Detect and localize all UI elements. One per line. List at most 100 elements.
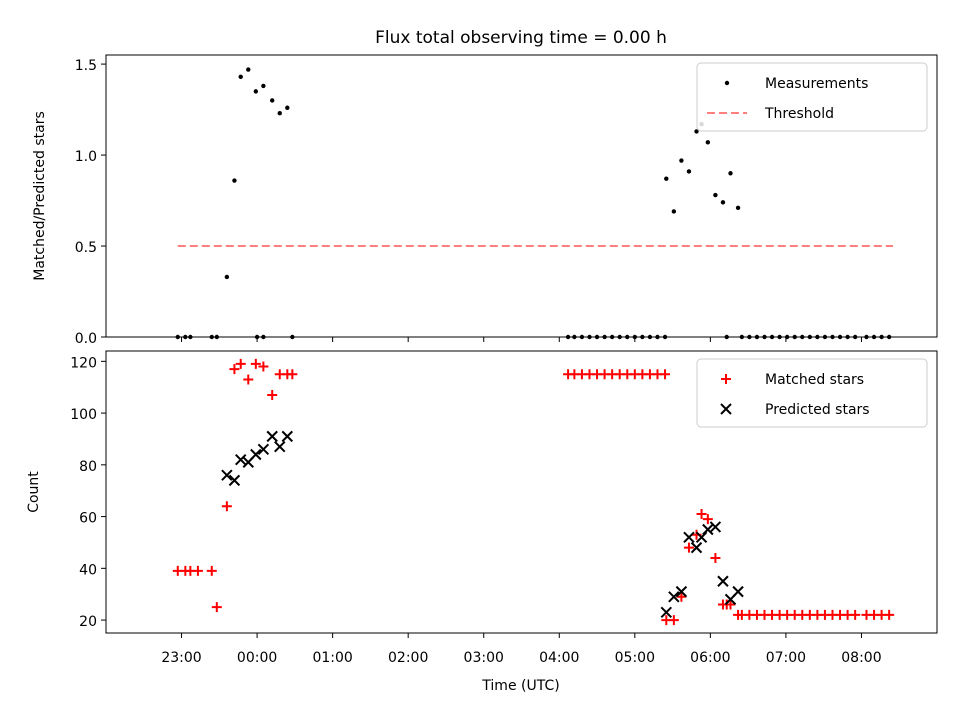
predicted-stars-point xyxy=(250,448,262,461)
predicted-stars-point xyxy=(660,606,673,619)
measurements-point xyxy=(679,158,684,163)
ratio-y-axis: 0.0 0.5 1.0 1.5 xyxy=(75,58,106,347)
predicted-stars-point xyxy=(702,523,714,536)
x-tick-label: 03:00 xyxy=(464,650,504,666)
measurements-point xyxy=(277,111,282,116)
ratio-x-axis xyxy=(181,337,862,342)
measurements-point xyxy=(238,74,243,80)
panel-counts: 20 40 60 80 100 120 23:00 00:00 01:00 02:00 03:00… xyxy=(26,350,938,666)
legend-box xyxy=(696,62,928,132)
legend-box xyxy=(696,358,928,428)
predicted-stars-point xyxy=(668,591,680,603)
y-tick-label: 40 xyxy=(79,562,97,578)
measurements-point xyxy=(270,98,275,103)
matched-stars-point xyxy=(221,501,232,512)
x-tick-label: 04:00 xyxy=(539,650,579,666)
y-tick-label: 80 xyxy=(79,459,97,475)
matched-stars-point xyxy=(696,508,707,519)
legend-label-predicted-stars: Predicted stars xyxy=(765,402,870,418)
y-tick-label: 0.5 xyxy=(75,240,97,256)
matched-stars-point xyxy=(884,609,895,620)
measurements-point xyxy=(232,178,237,183)
matched-stars-point xyxy=(235,358,246,369)
counts-plot-frame xyxy=(105,350,938,634)
y-tick-label: 1.0 xyxy=(75,149,97,165)
measurements-point xyxy=(261,83,266,89)
panel-ratio: 0.0 0.5 1.0 1.5 Matched/Predicted stars Mea… xyxy=(32,54,938,347)
matched-stars-point xyxy=(211,602,222,613)
matched-stars-point xyxy=(850,609,861,620)
y-tick-label: 120 xyxy=(70,355,97,371)
matched-stars-point xyxy=(250,358,261,369)
matched-stars-point xyxy=(702,514,713,525)
matched-stars-point xyxy=(267,389,278,400)
matched-stars-point xyxy=(192,565,203,576)
matched-stars-point xyxy=(287,369,298,380)
x-tick-label: 08:00 xyxy=(841,650,881,666)
matched-stars-point xyxy=(676,591,687,602)
predicted-stars-point xyxy=(683,531,695,543)
measurements-point xyxy=(686,169,692,174)
predicted-stars-point xyxy=(281,430,294,443)
predicted-stars-point xyxy=(690,541,703,554)
predicted-stars-point xyxy=(235,453,247,466)
measurements-point xyxy=(285,105,290,110)
matched-stars-point xyxy=(725,599,736,610)
y-tick-label: 20 xyxy=(79,614,97,630)
measurements-point xyxy=(246,67,251,72)
measurements-point xyxy=(671,209,677,214)
counts-y-axis: 20 40 60 80 100 120 xyxy=(70,355,106,630)
legend-label-threshold: Threshold xyxy=(764,106,834,122)
x-tick-label: 07:00 xyxy=(766,650,806,666)
predicted-stars-point xyxy=(695,531,708,543)
x-tick-label: 23:00 xyxy=(161,650,201,666)
y-tick-label: 60 xyxy=(79,511,97,527)
chart-title: Flux total observing time = 0.00 h xyxy=(375,28,667,48)
legend-swatch-predicted-stars xyxy=(720,403,732,415)
matched-stars-point xyxy=(206,565,217,576)
ratio-y-axis-label: Matched/Predicted stars xyxy=(32,111,48,281)
measurements-point xyxy=(253,89,259,94)
predicted-stars-point xyxy=(709,521,722,533)
measurements-point xyxy=(664,176,669,181)
y-tick-label: 100 xyxy=(70,407,97,423)
legend-label-matched-stars: Matched stars xyxy=(765,372,864,388)
predicted-stars-point xyxy=(675,585,688,598)
predicted-stars-point xyxy=(221,469,233,481)
predicted-stars-point xyxy=(732,585,744,598)
x-tick-label: 05:00 xyxy=(615,650,655,666)
y-tick-label: 0.0 xyxy=(75,331,97,347)
x-axis-label: Time (UTC) xyxy=(481,678,559,694)
matched-stars-point xyxy=(668,615,679,626)
measurements-point xyxy=(694,129,699,134)
counts-x-axis: 23:00 00:00 01:00 02:00 03:00 04:00 05:00 06:00… xyxy=(161,633,882,666)
y-tick-label: 1.5 xyxy=(75,58,97,74)
legend-swatch-matched-stars xyxy=(721,374,731,384)
legend-swatch-measurements xyxy=(724,80,730,86)
x-tick-label: 01:00 xyxy=(312,650,352,666)
counts-y-axis-label: Count xyxy=(26,471,42,513)
matched-stars-point xyxy=(243,374,254,385)
predicted-stars-point xyxy=(274,441,286,453)
counts-plot-marks xyxy=(172,358,895,626)
measurements-point xyxy=(713,192,718,198)
matched-stars-point xyxy=(229,364,240,375)
predicted-stars-point xyxy=(717,575,729,587)
predicted-stars-point xyxy=(257,443,270,456)
matched-stars-point xyxy=(258,361,269,372)
legend-label-measurements: Measurements xyxy=(765,76,868,92)
matched-stars-point xyxy=(710,552,721,563)
measurements-point xyxy=(720,200,726,205)
x-tick-label: 02:00 xyxy=(388,650,428,666)
counts-legend: Matched stars Predicted stars xyxy=(696,358,928,428)
predicted-stars-point xyxy=(228,474,241,487)
x-tick-label: 06:00 xyxy=(690,650,730,666)
predicted-stars-point xyxy=(266,430,278,443)
matched-stars-point xyxy=(683,542,694,553)
x-tick-label: 00:00 xyxy=(237,650,277,666)
ratio-plot-frame xyxy=(105,54,938,338)
measurements-point xyxy=(224,274,230,280)
matched-stars-point xyxy=(660,369,671,380)
ratio-legend: Measurements Threshold xyxy=(696,62,928,132)
